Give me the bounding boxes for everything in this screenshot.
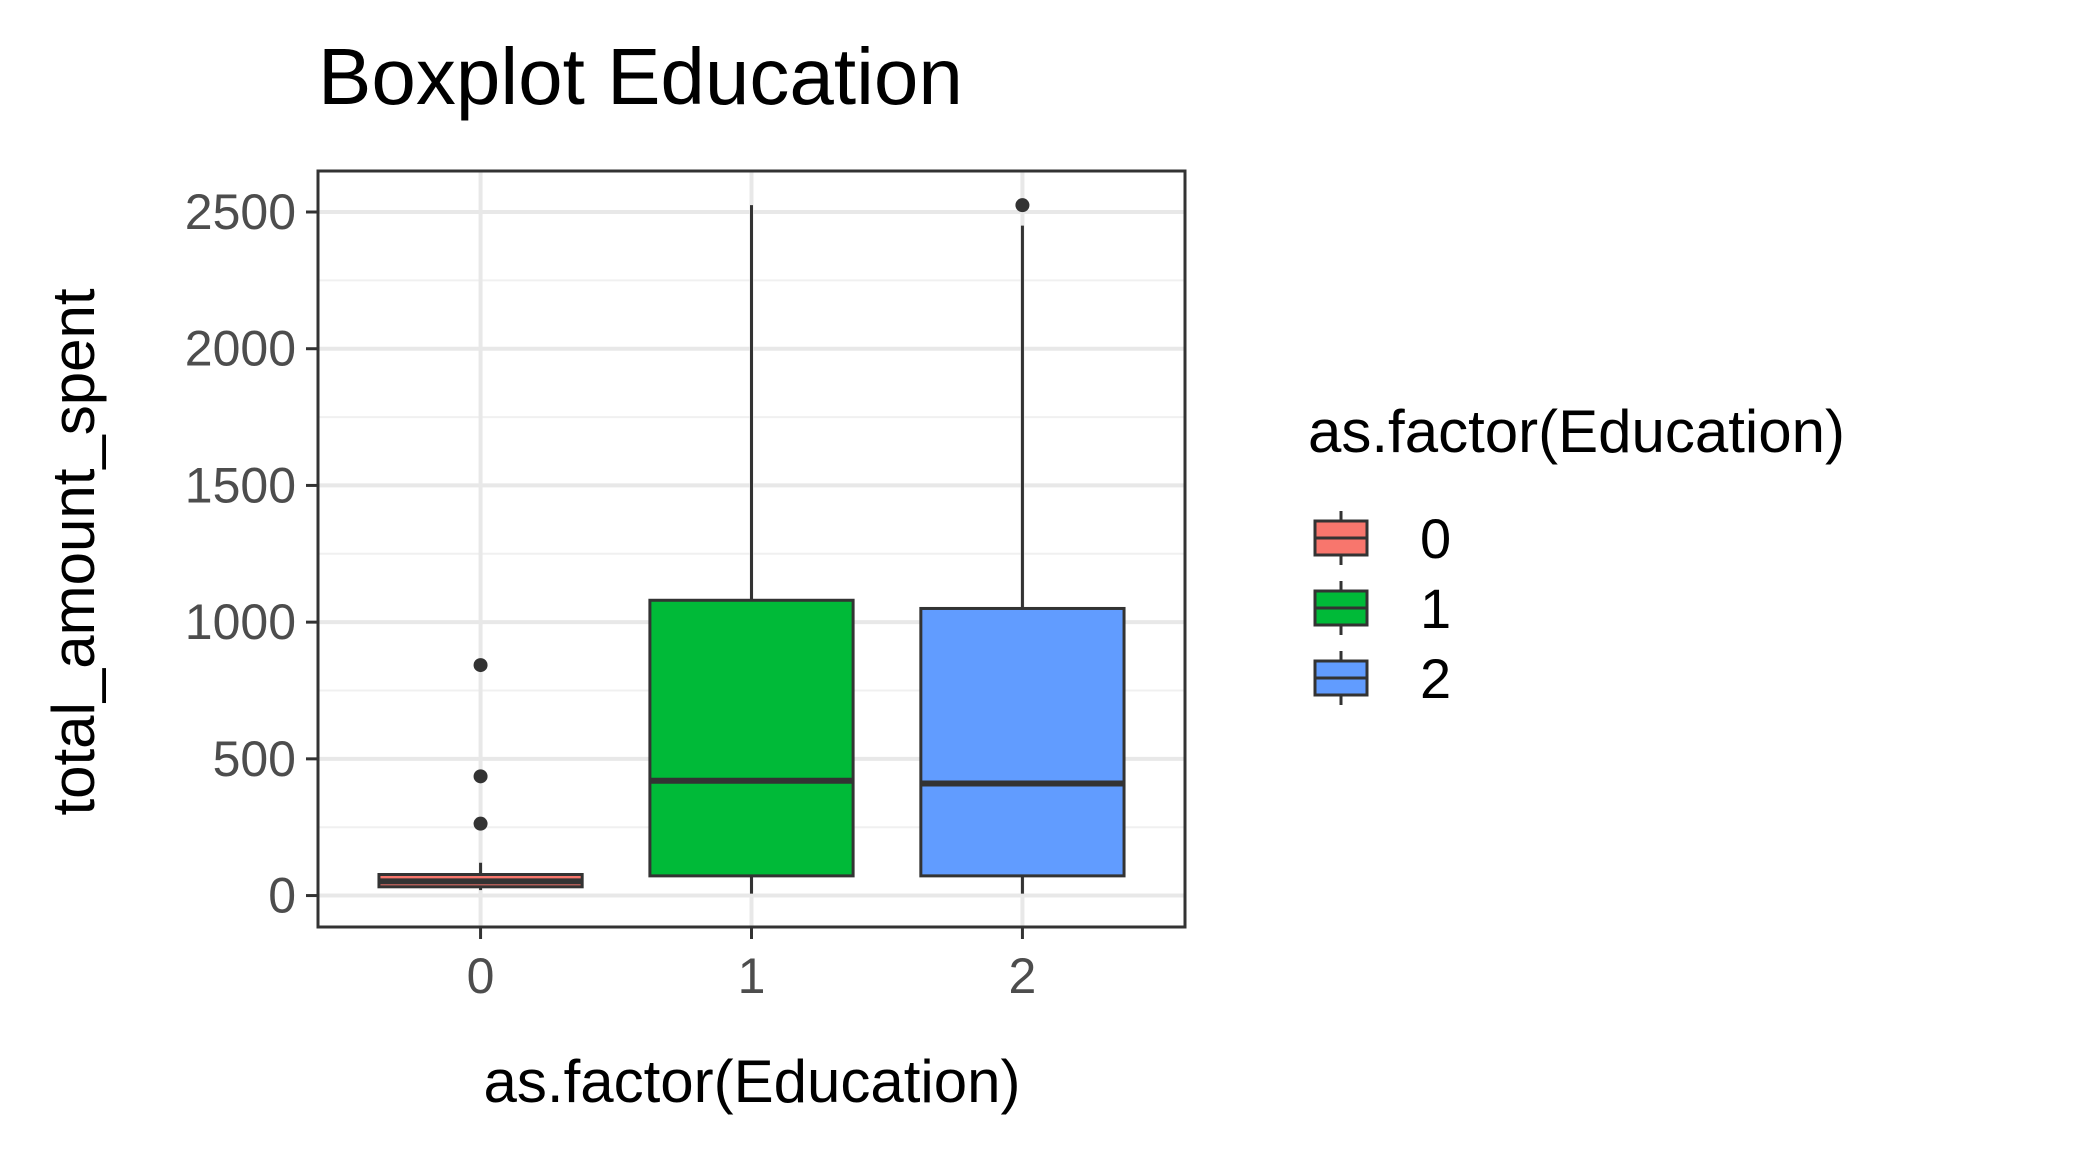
x-tick-label: 1 xyxy=(738,948,766,1004)
x-axis-label: as.factor(Education) xyxy=(484,1048,1021,1115)
y-tick-label: 1000 xyxy=(185,594,296,650)
axes: 0 500 1000 1500 2000 2500 0 1 2 xyxy=(185,169,1187,1004)
box-2 xyxy=(919,198,1126,894)
legend-item-0: 0 xyxy=(1313,507,1451,570)
legend-label: 2 xyxy=(1420,647,1451,710)
legend-item-2: 2 xyxy=(1313,647,1451,710)
box-body xyxy=(919,606,1126,878)
outlier-point xyxy=(1015,198,1030,213)
outlier-point xyxy=(473,658,488,673)
x-tick-label: 0 xyxy=(467,948,495,1004)
y-tick-label: 500 xyxy=(213,731,296,787)
box-0 xyxy=(377,658,584,891)
outlier-point xyxy=(473,769,488,784)
legend: as.factor(Education) 0 1 2 xyxy=(1308,398,1845,710)
y-tick-label: 1500 xyxy=(185,457,296,513)
box-body xyxy=(648,598,855,878)
x-tick-label: 2 xyxy=(1009,948,1037,1004)
y-tick-label: 0 xyxy=(268,868,296,924)
chart-title: Boxplot Education xyxy=(318,32,963,121)
box-1 xyxy=(648,205,855,894)
y-tick-label: 2000 xyxy=(185,321,296,377)
legend-label: 1 xyxy=(1420,577,1451,640)
legend-title: as.factor(Education) xyxy=(1308,398,1845,465)
y-axis-label: total_amount_spent xyxy=(40,288,107,815)
legend-label: 0 xyxy=(1420,507,1451,570)
y-tick-label: 2500 xyxy=(185,184,296,240)
legend-item-1: 1 xyxy=(1313,577,1451,640)
outlier-point xyxy=(473,816,488,831)
box-series xyxy=(377,198,1126,894)
